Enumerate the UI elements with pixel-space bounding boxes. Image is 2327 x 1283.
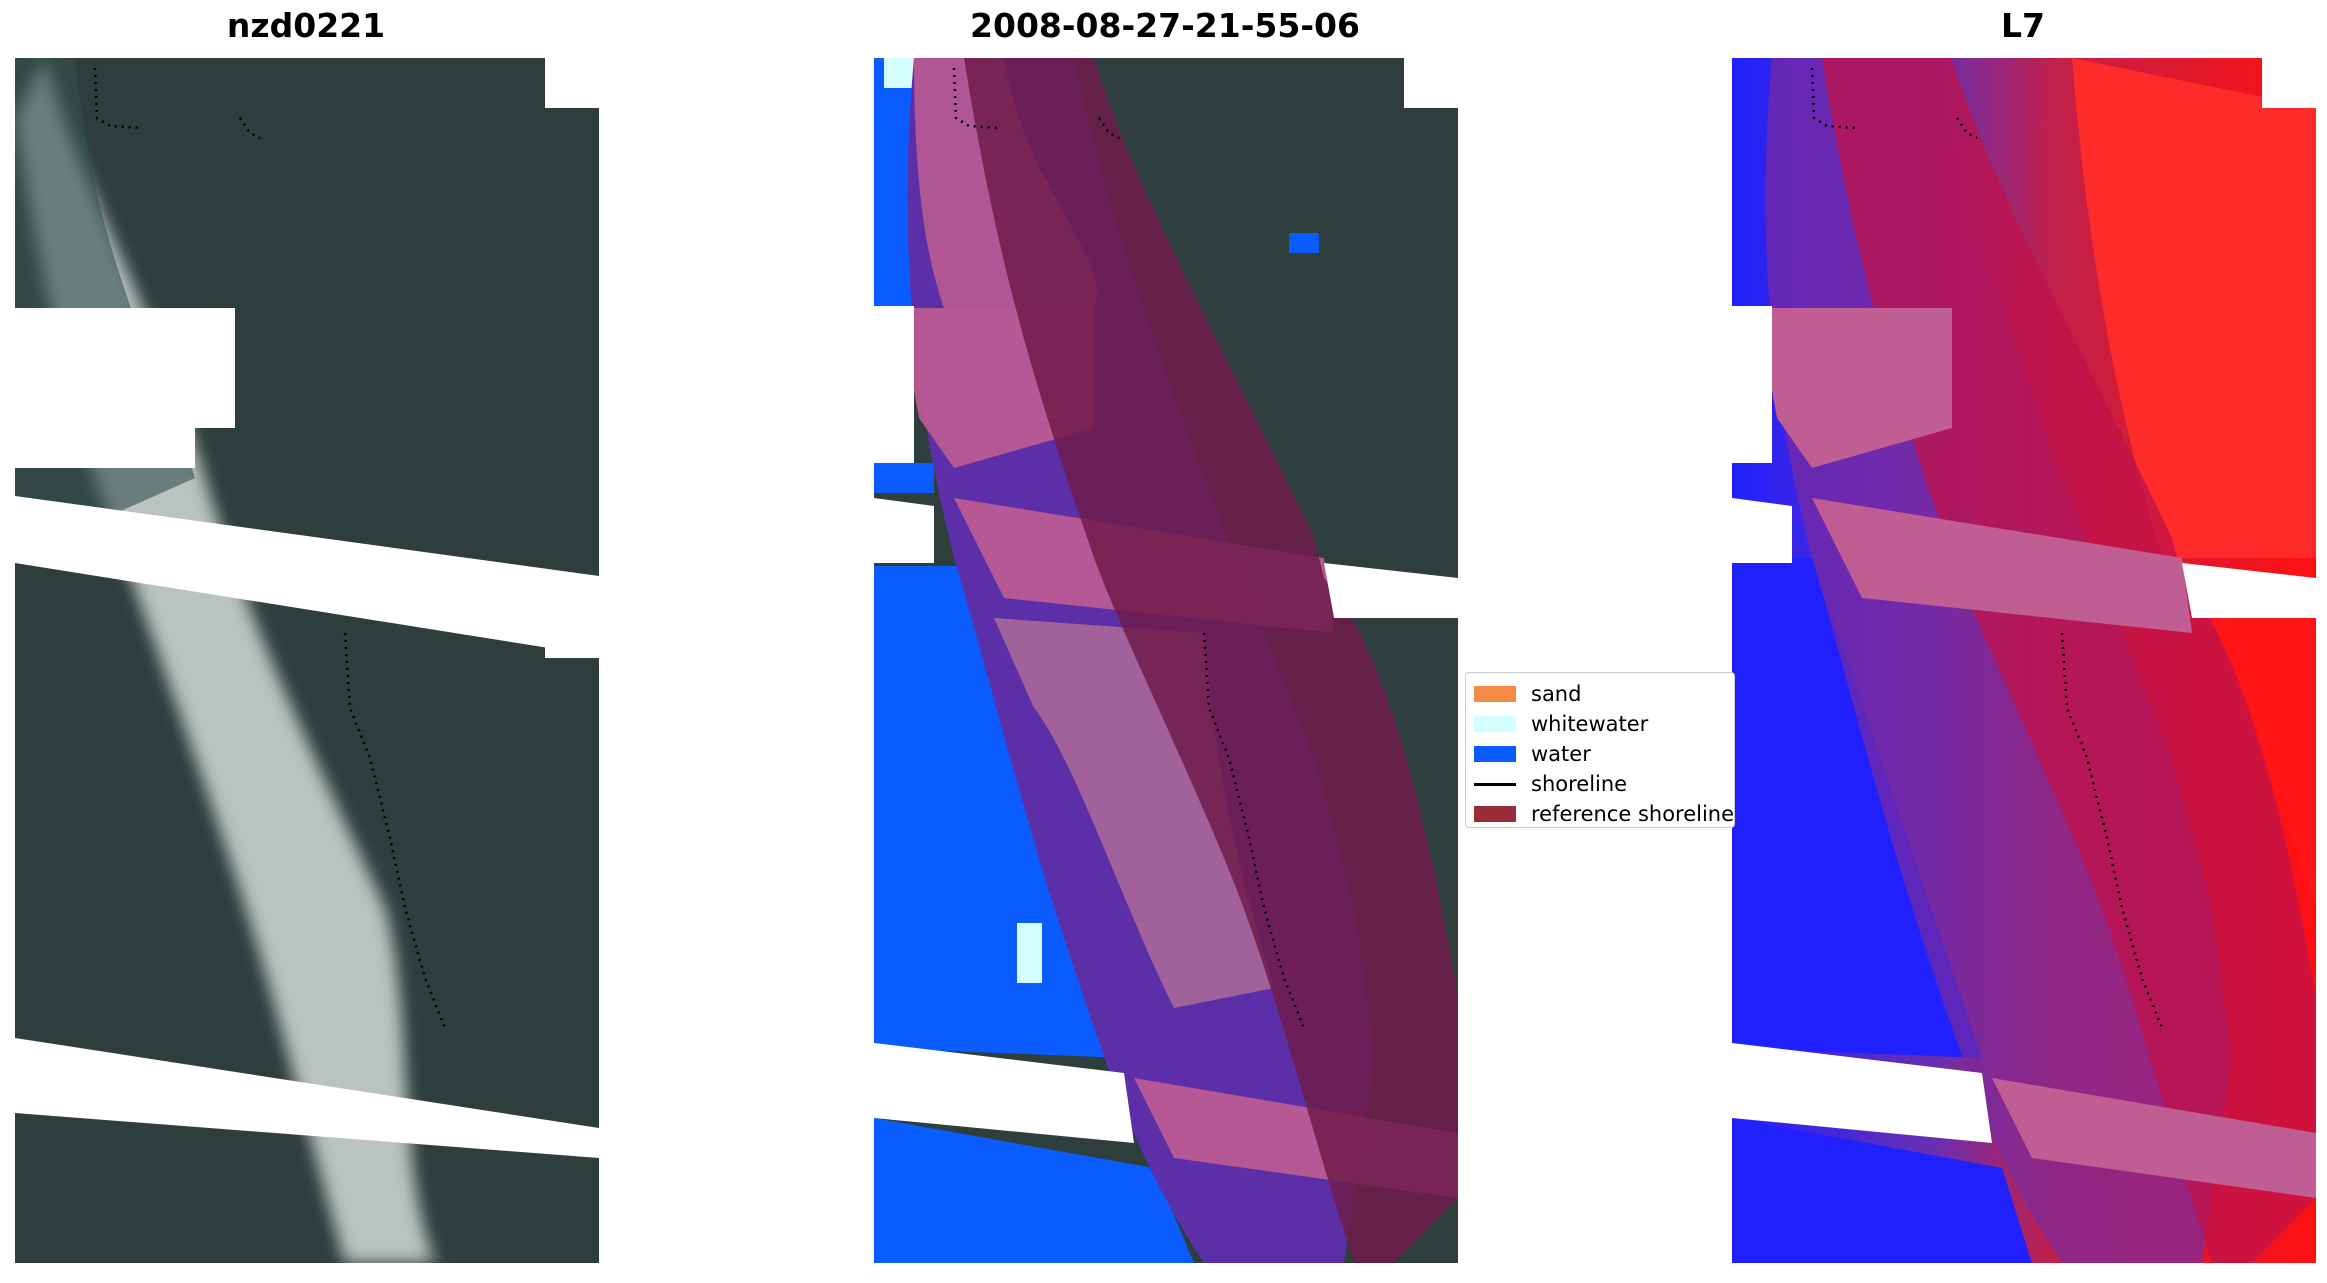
legend-item-shoreline: shoreline <box>1474 769 1726 799</box>
legend: sand whitewater water shoreline referenc… <box>1465 672 1735 828</box>
rgb-image <box>15 58 599 1263</box>
rgb-image-panel <box>15 58 599 1263</box>
legend-label-water: water <box>1531 742 1591 766</box>
legend-line-shoreline <box>1474 782 1516 786</box>
legend-label-whitewater: whitewater <box>1531 712 1649 736</box>
panel-title-index: L7 <box>2001 6 2045 45</box>
legend-swatch-water <box>1474 746 1516 762</box>
legend-label-shoreline: shoreline <box>1531 772 1628 796</box>
classification-image <box>874 58 1458 1263</box>
index-image <box>1732 58 2316 1263</box>
legend-item-water: water <box>1474 739 1726 769</box>
panel-title-classification: 2008-08-27-21-55-06 <box>970 6 1360 45</box>
legend-item-sand: sand <box>1474 679 1726 709</box>
legend-swatch-reference-shoreline <box>1474 806 1516 822</box>
classification-panel <box>874 58 1458 1263</box>
legend-item-reference-shoreline: reference shoreline <box>1474 799 1734 829</box>
legend-swatch-sand <box>1474 686 1516 702</box>
legend-swatch-whitewater <box>1474 716 1516 732</box>
legend-label-reference-shoreline: reference shoreline <box>1531 802 1735 826</box>
legend-label-sand: sand <box>1531 682 1582 706</box>
legend-item-whitewater: whitewater <box>1474 709 1726 739</box>
panel-title-rgb: nzd0221 <box>226 6 386 45</box>
index-panel <box>1732 58 2316 1263</box>
